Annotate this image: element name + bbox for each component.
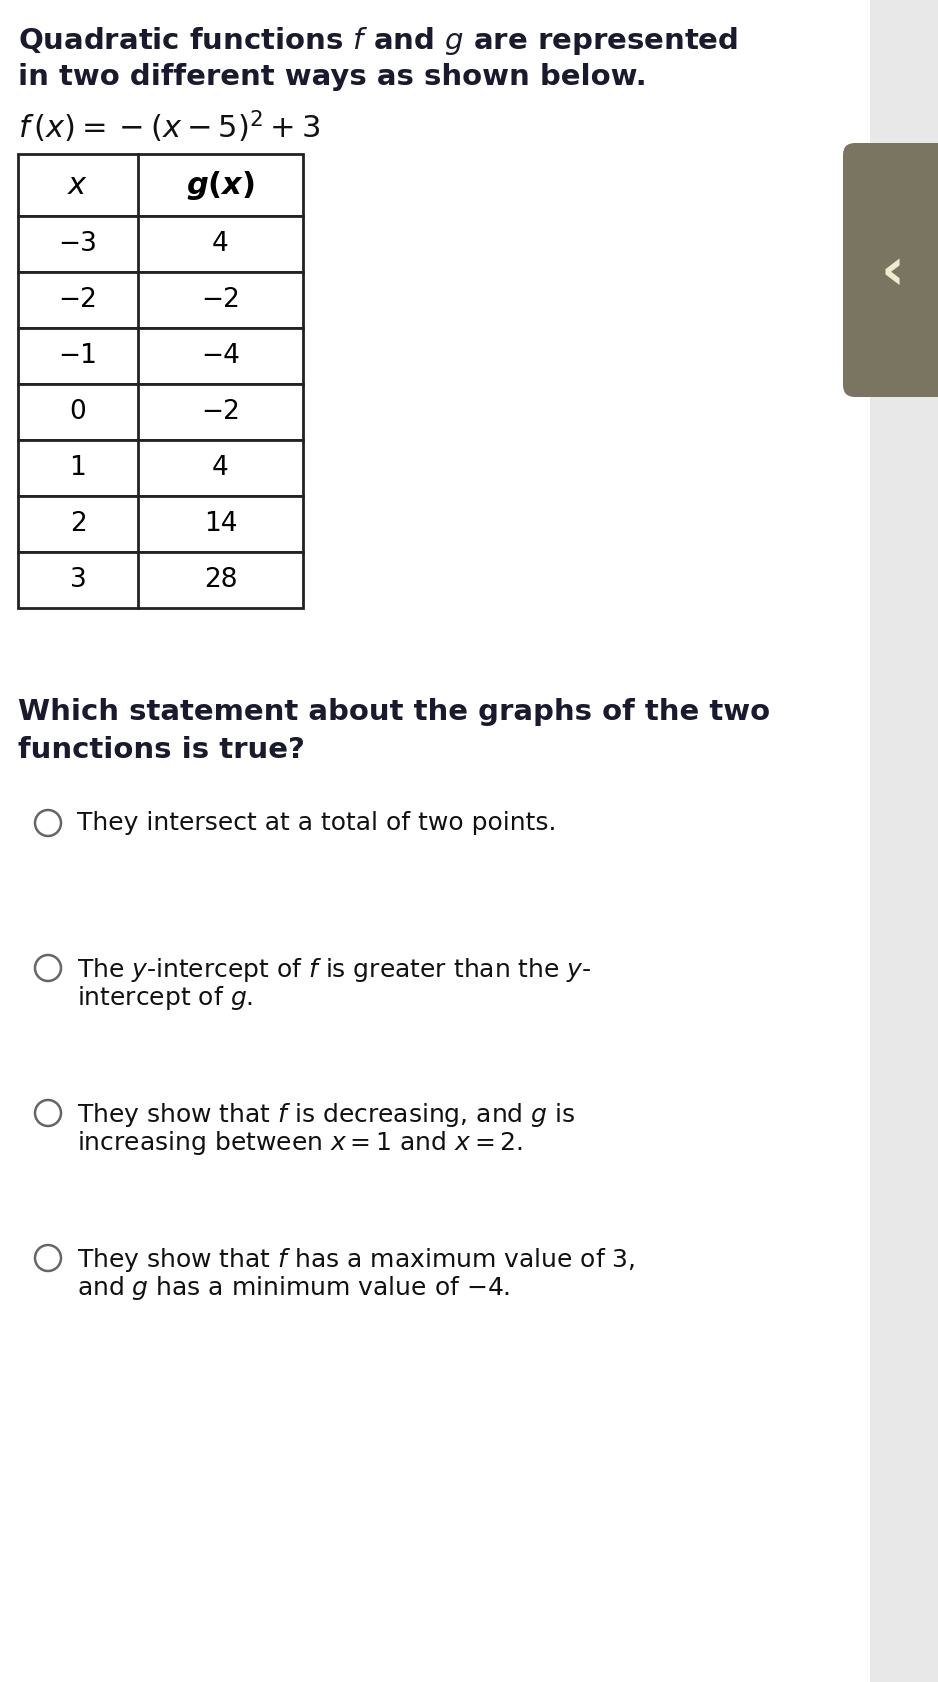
Text: The $y$-intercept of $f$ is greater than the $y$-: The $y$-intercept of $f$ is greater than…	[77, 955, 592, 984]
Bar	[18, 155, 303, 215]
Text: −2: −2	[201, 399, 240, 426]
Text: −4: −4	[201, 343, 240, 368]
Bar	[18, 328, 303, 383]
FancyBboxPatch shape	[843, 143, 938, 397]
Text: in two different ways as shown below.: in two different ways as shown below.	[18, 62, 646, 91]
Text: 4: 4	[212, 456, 229, 481]
Text: Which statement about the graphs of the two: Which statement about the graphs of the …	[18, 698, 770, 727]
Bar	[18, 383, 303, 441]
Text: Quadratic functions $\mathit{f}$ and $\mathit{g}$ are represented: Quadratic functions $\mathit{f}$ and $\m…	[18, 25, 738, 57]
Text: They show that $f$ is decreasing, and $g$ is: They show that $f$ is decreasing, and $g…	[77, 1102, 575, 1129]
Text: intercept of $g$.: intercept of $g$.	[77, 984, 253, 1013]
Text: 0: 0	[69, 399, 86, 426]
Text: $f\,(x) = -(x-5)^2+3$: $f\,(x) = -(x-5)^2+3$	[18, 108, 320, 145]
Text: increasing between $x=1$ and $x=2$.: increasing between $x=1$ and $x=2$.	[77, 1129, 523, 1157]
Text: They show that $f$ has a maximum value of 3,: They show that $f$ has a maximum value o…	[77, 1246, 635, 1273]
Bar	[18, 215, 303, 272]
Text: 14: 14	[204, 511, 237, 537]
Bar	[18, 552, 303, 607]
Text: 3: 3	[69, 567, 86, 594]
Text: $\boldsymbol{g(x)}$: $\boldsymbol{g(x)}$	[186, 168, 255, 202]
Text: −1: −1	[58, 343, 98, 368]
Text: 28: 28	[204, 567, 237, 594]
Text: ‹: ‹	[881, 244, 905, 301]
Text: They intersect at a total of two points.: They intersect at a total of two points.	[77, 811, 556, 834]
Bar	[18, 441, 303, 496]
Bar	[18, 272, 303, 328]
Text: 4: 4	[212, 230, 229, 257]
Text: −2: −2	[58, 288, 98, 313]
Bar	[18, 496, 303, 552]
Text: $\mathbf{\mathit{x}}$: $\mathbf{\mathit{x}}$	[68, 170, 88, 200]
Text: 2: 2	[69, 511, 86, 537]
Text: 1: 1	[69, 456, 86, 481]
Text: functions is true?: functions is true?	[18, 737, 305, 764]
Text: and $g$ has a minimum value of $-4$.: and $g$ has a minimum value of $-4$.	[77, 1273, 510, 1302]
Text: −3: −3	[58, 230, 98, 257]
Text: −2: −2	[201, 288, 240, 313]
